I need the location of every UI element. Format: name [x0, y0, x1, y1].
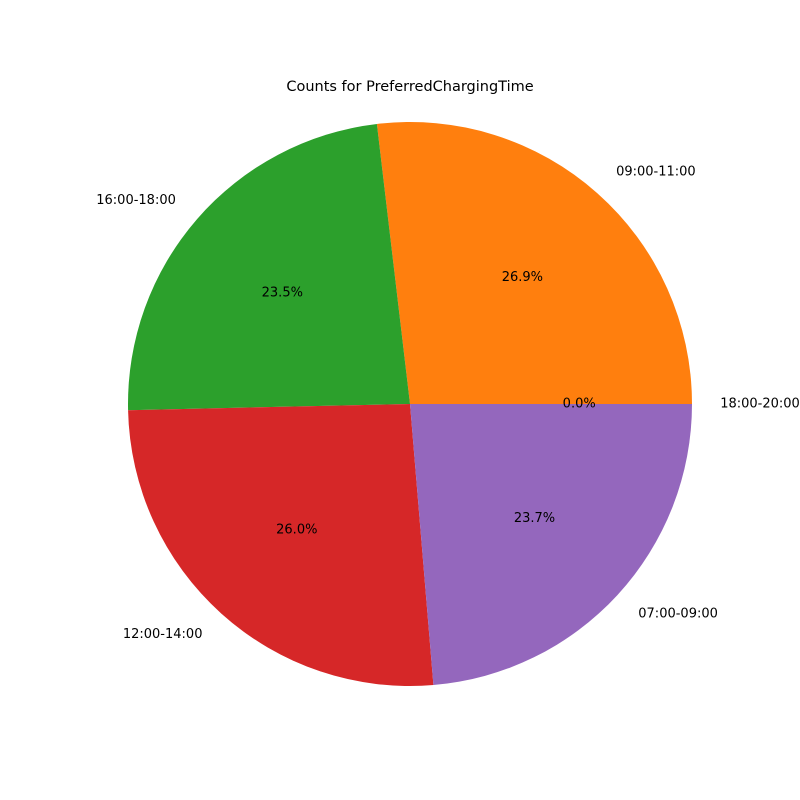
pie-labels: 18:00-20:00 0.0% 09:00-11:00 26.9% 16:00-18:… — [96, 165, 800, 642]
slice-label-16-00-18-00: 16:00-18:00 — [96, 193, 176, 208]
pie-slice-12-00-14-00 — [128, 404, 434, 687]
pct-label-16-00-18-00: 23.5% — [262, 285, 303, 300]
pct-label-12-00-14-00: 26.0% — [276, 522, 317, 537]
slice-label-07-00-09-00: 07:00-09:00 — [638, 607, 718, 622]
pie-slice-16-00-18-00 — [128, 123, 410, 411]
pct-label-09-00-11-00: 26.9% — [502, 270, 543, 285]
pie-slice-07-00-09-00 — [410, 404, 692, 686]
chart-title: Counts for PreferredChargingTime — [286, 79, 533, 95]
pct-label-18-00-20-00: 0.0% — [563, 397, 596, 412]
slice-label-12-00-14-00: 12:00-14:00 — [123, 627, 203, 642]
slice-label-18-00-20-00: 18:00-20:00 — [720, 397, 800, 412]
pie-slices — [128, 122, 692, 687]
slice-label-09-00-11-00: 09:00-11:00 — [616, 165, 696, 180]
pct-label-07-00-09-00: 23.7% — [514, 511, 555, 526]
pie-slice-09-00-11-00 — [376, 122, 692, 404]
